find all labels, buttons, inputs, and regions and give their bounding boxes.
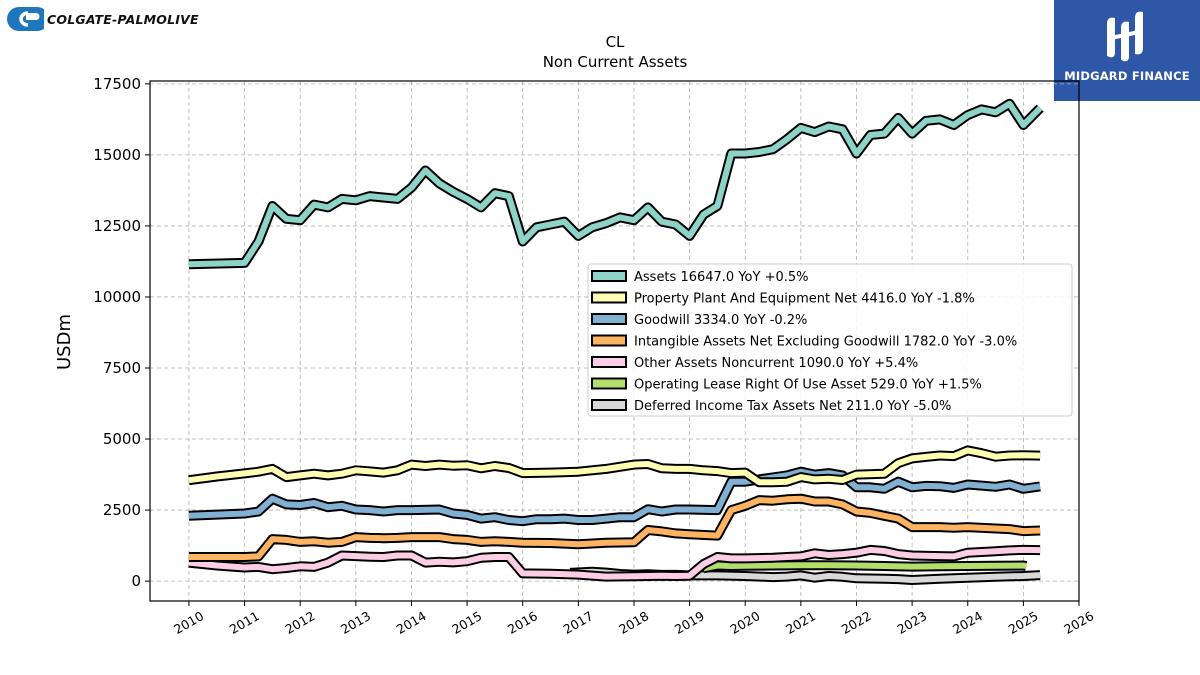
legend-swatch: [591, 334, 627, 347]
x-tick-label: 2019: [672, 608, 707, 637]
legend-entry: Other Assets Noncurrent 1090.0 YoY +5.4%: [634, 356, 918, 371]
y-tick-label: 10000: [93, 288, 141, 306]
midgard-logo-icon: [1107, 11, 1143, 62]
legend-swatch: [591, 270, 627, 282]
x-tick-label: 2012: [282, 608, 317, 637]
series-line: [188, 447, 1041, 486]
plot-frame: [149, 80, 1080, 602]
x-tick-label: 2025: [1006, 608, 1041, 637]
x-tick-label: 2021: [783, 608, 818, 637]
series-line: [702, 562, 1027, 572]
legend-swatch: [591, 313, 627, 325]
midgard-finance-logo: MIDGARD FINANCE: [1054, 0, 1200, 101]
y-tick-label: 2500: [103, 501, 141, 519]
legend-entry: Operating Lease Right Of Use Asset 529.0…: [634, 378, 982, 393]
legend-swatch: [591, 377, 627, 390]
legend-entry: Intangible Assets Net Excluding Goodwill…: [634, 335, 1017, 350]
y-tick-label: 0: [131, 572, 141, 590]
x-tick-label: 2020: [727, 608, 762, 637]
y-axis-label: USDm: [54, 314, 75, 370]
x-tick-label: 2023: [894, 608, 929, 637]
midgard-logo-text: MIDGARD FINANCE: [1064, 69, 1190, 83]
y-tick-label: 15000: [93, 146, 141, 164]
series-line: [188, 100, 1043, 268]
y-tick-label: 7500: [103, 359, 141, 377]
chart-title: CL: [606, 33, 625, 51]
colgate-logo-icon: [7, 7, 44, 31]
series-line: [188, 495, 1041, 560]
x-tick-label: 2024: [950, 608, 985, 637]
x-tick-label: 2015: [449, 608, 484, 637]
y-tick-label: 5000: [103, 430, 141, 448]
x-tick-label: 2026: [1061, 608, 1096, 637]
legend-swatch: [591, 399, 627, 411]
x-tick-label: 2018: [616, 608, 651, 637]
x-tick-label: 2016: [505, 608, 540, 637]
x-tick-label: 2022: [839, 608, 874, 637]
x-tick-label: 2017: [561, 608, 596, 637]
series-line: [188, 546, 1041, 580]
legend-swatch: [591, 356, 627, 368]
y-tick-label: 12500: [93, 217, 141, 235]
legend-entry: Deferred Income Tax Assets Net 211.0 YoY…: [634, 399, 951, 414]
x-tick-label: 2011: [227, 608, 262, 637]
y-tick-label: 17500: [93, 75, 141, 93]
x-tick-label: 2014: [394, 608, 429, 637]
chart-subtitle: Non Current Assets: [543, 53, 688, 71]
legend-box: [587, 263, 1073, 417]
legend-entry: Goodwill 3334.0 YoY -0.2%: [634, 313, 807, 328]
series-line: [188, 468, 1041, 525]
x-tick-label: 2010: [171, 608, 206, 637]
legend-swatch: [591, 291, 627, 304]
colgate-logo: COLGATE-PALMOLIVE: [6, 6, 199, 32]
series-line-outline: [188, 98, 1044, 270]
colgate-logo-text: COLGATE-PALMOLIVE: [47, 11, 199, 27]
legend-entry: Assets 16647.0 YoY +0.5%: [634, 270, 809, 285]
legend: Assets 16647.0 YoY +0.5% Property Plant A…: [587, 263, 1073, 417]
series-lines: [188, 98, 1044, 585]
x-tick-label: 2013: [338, 608, 373, 637]
legend-entry: Property Plant And Equipment Net 4416.0 …: [634, 292, 975, 307]
